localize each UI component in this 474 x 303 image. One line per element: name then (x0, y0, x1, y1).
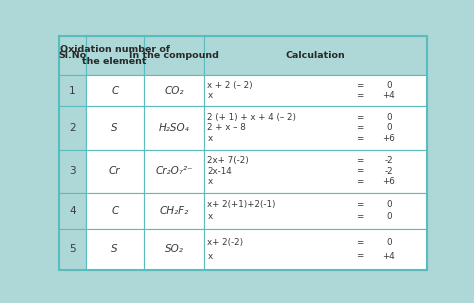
Bar (144, 229, 204, 270)
Text: 2 (+ 1) + x + 4 (– 2): 2 (+ 1) + x + 4 (– 2) (207, 113, 296, 122)
Text: +6: +6 (383, 177, 395, 186)
Text: =: = (356, 167, 364, 176)
Bar (204, 149, 427, 193)
Text: +6: +6 (383, 134, 395, 143)
Bar (204, 193, 427, 229)
Text: x: x (207, 212, 212, 221)
Text: 2x-14: 2x-14 (207, 167, 232, 176)
Text: Oxidation number of
the element: Oxidation number of the element (60, 45, 170, 66)
Text: =: = (356, 251, 364, 261)
Text: 4: 4 (69, 206, 76, 216)
Text: x: x (207, 91, 212, 100)
Text: x: x (207, 177, 212, 186)
Text: 0: 0 (386, 200, 392, 209)
Text: =: = (356, 91, 364, 100)
Text: Cr: Cr (109, 166, 120, 176)
Text: C: C (111, 206, 118, 216)
Bar (86, 193, 144, 229)
Bar (86, 149, 144, 193)
Text: =: = (356, 212, 364, 221)
Text: 0: 0 (386, 238, 392, 247)
Bar (204, 75, 427, 106)
Bar (59, 75, 86, 106)
Text: 1: 1 (69, 86, 76, 96)
Bar (86, 75, 144, 106)
Text: S: S (111, 123, 118, 133)
Text: H₂SO₄: H₂SO₄ (159, 123, 190, 133)
Bar (144, 75, 204, 106)
Text: x: x (207, 251, 212, 261)
Text: 3: 3 (69, 166, 76, 176)
Text: x: x (207, 134, 212, 143)
Bar (204, 36, 427, 75)
Text: =: = (356, 238, 364, 247)
Text: Calculation: Calculation (286, 51, 346, 60)
Bar (86, 36, 144, 75)
Text: S: S (111, 244, 118, 254)
Text: =: = (356, 200, 364, 209)
Text: +4: +4 (383, 251, 395, 261)
Text: x+ 2(-2): x+ 2(-2) (207, 238, 244, 247)
Bar (144, 149, 204, 193)
Text: =: = (356, 177, 364, 186)
Bar (59, 229, 86, 270)
Text: SO₂: SO₂ (164, 244, 183, 254)
Text: 0: 0 (386, 212, 392, 221)
Text: -2: -2 (384, 156, 393, 165)
Bar (59, 149, 86, 193)
Text: =: = (356, 134, 364, 143)
Text: x + 2 (– 2): x + 2 (– 2) (207, 81, 253, 90)
Bar (59, 193, 86, 229)
Text: x+ 2(+1)+2(-1): x+ 2(+1)+2(-1) (207, 200, 276, 209)
Text: In the compound: In the compound (129, 51, 219, 60)
Text: C: C (111, 86, 118, 96)
Bar (144, 36, 204, 75)
Text: 2x+ 7(-2): 2x+ 7(-2) (207, 156, 249, 165)
Bar (204, 106, 427, 149)
Text: 2 + x – 8: 2 + x – 8 (207, 123, 246, 132)
Bar (144, 106, 204, 149)
Text: =: = (356, 123, 364, 132)
Bar (86, 229, 144, 270)
Bar (59, 106, 86, 149)
Bar (86, 106, 144, 149)
Bar (59, 36, 86, 75)
Text: =: = (356, 156, 364, 165)
Text: 0: 0 (386, 123, 392, 132)
Bar (204, 229, 427, 270)
Text: +4: +4 (383, 91, 395, 100)
Text: 0: 0 (386, 81, 392, 90)
Text: 5: 5 (69, 244, 76, 254)
Text: Sl.No: Sl.No (58, 51, 87, 60)
Text: CH₂F₂: CH₂F₂ (159, 206, 189, 216)
Text: Cr₂O₇²⁻: Cr₂O₇²⁻ (155, 166, 193, 176)
Text: =: = (356, 113, 364, 122)
Text: 0: 0 (386, 113, 392, 122)
Text: =: = (356, 81, 364, 90)
Bar (144, 193, 204, 229)
Text: 2: 2 (69, 123, 76, 133)
Text: -2: -2 (384, 167, 393, 176)
Text: CO₂: CO₂ (164, 86, 184, 96)
